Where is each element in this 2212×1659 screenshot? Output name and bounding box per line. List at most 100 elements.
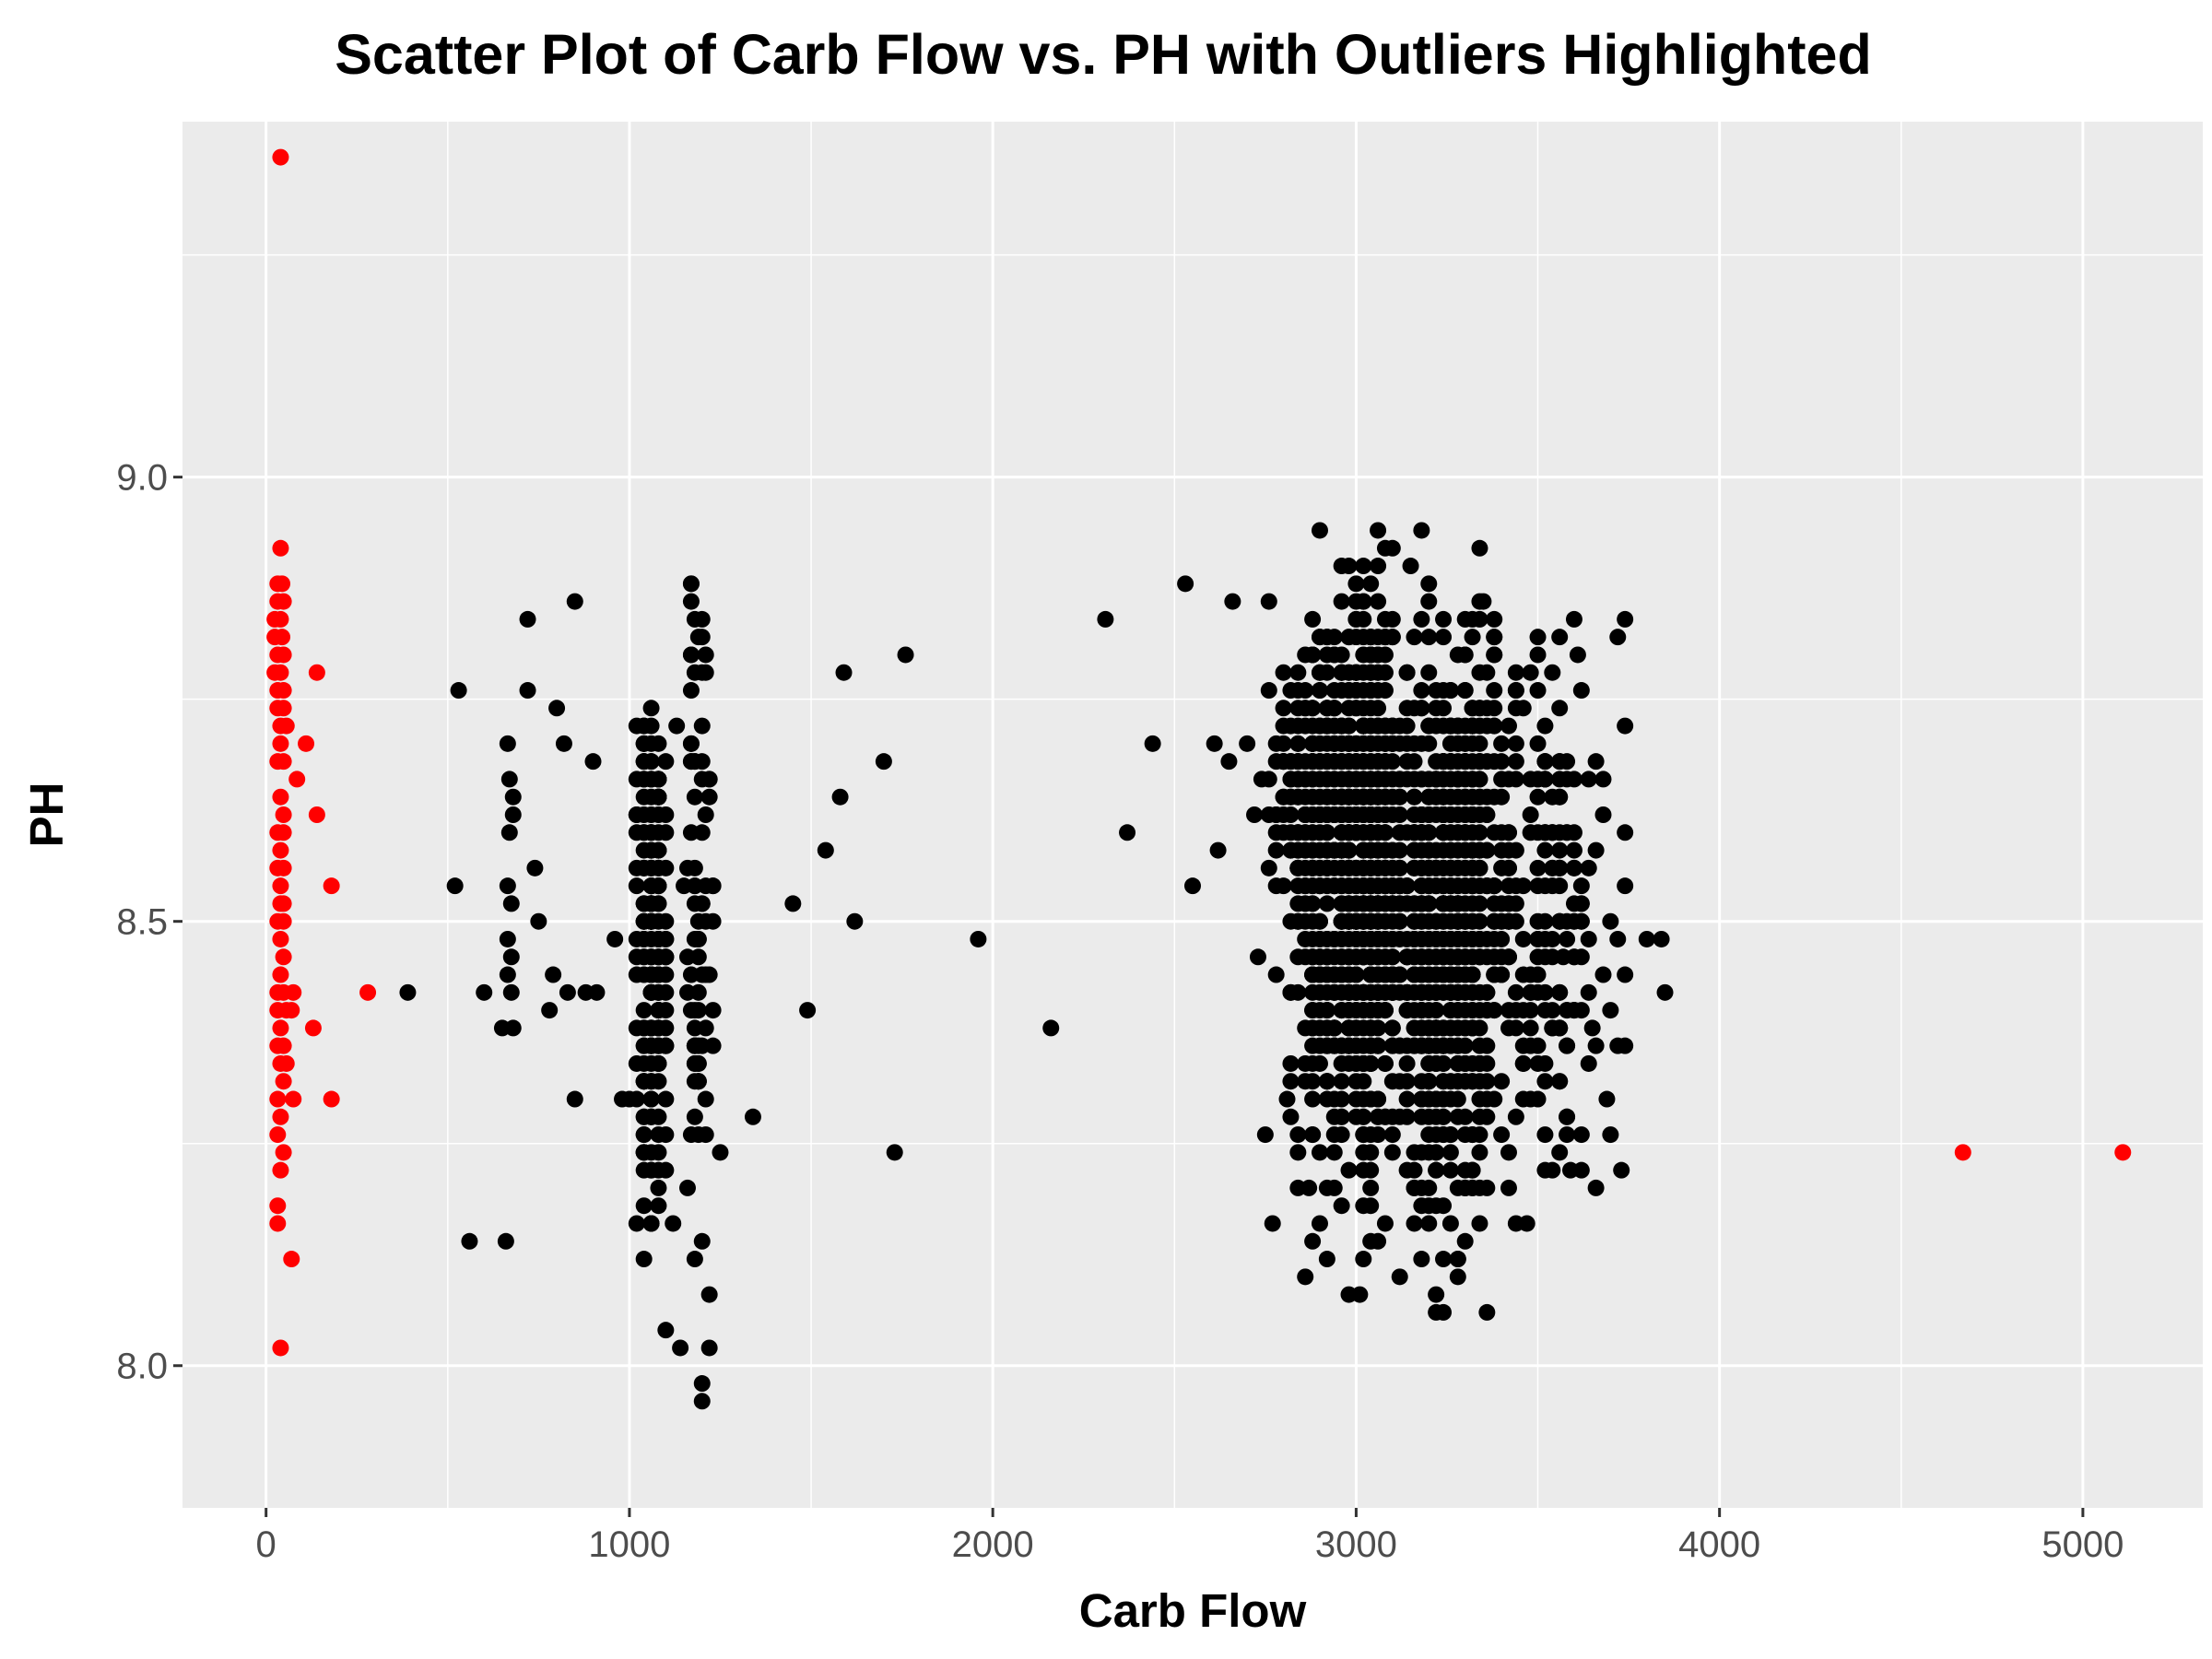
data-point bbox=[1420, 859, 1438, 877]
data-point bbox=[1493, 1126, 1511, 1144]
data-point bbox=[1435, 1251, 1453, 1268]
data-point bbox=[1441, 1215, 1459, 1232]
data-point bbox=[1493, 1073, 1511, 1090]
data-point bbox=[693, 610, 711, 628]
data-point bbox=[697, 664, 714, 681]
data-point bbox=[1456, 1179, 1474, 1196]
data-point bbox=[275, 912, 292, 930]
data-point bbox=[1420, 877, 1438, 895]
data-point bbox=[1376, 753, 1394, 771]
data-point bbox=[1536, 753, 1554, 771]
data-point bbox=[1362, 1090, 1380, 1108]
data-point bbox=[686, 1019, 703, 1037]
data-point bbox=[704, 912, 722, 930]
data-point bbox=[650, 735, 667, 752]
data-point bbox=[1653, 930, 1670, 947]
x-axis: 0 1000 2000 3000 4000 5000 bbox=[256, 1508, 2124, 1565]
data-point bbox=[1565, 841, 1583, 859]
data-point bbox=[1580, 771, 1597, 788]
y-tick-label: 8.0 bbox=[116, 1347, 168, 1387]
data-point bbox=[700, 1339, 718, 1357]
data-point bbox=[606, 930, 624, 947]
data-point bbox=[1420, 593, 1438, 610]
data-point bbox=[1518, 1215, 1535, 1232]
data-point bbox=[272, 1108, 289, 1125]
data-point bbox=[461, 1232, 478, 1250]
data-point bbox=[1471, 912, 1488, 930]
data-point bbox=[635, 859, 653, 877]
data-point bbox=[1471, 539, 1488, 557]
data-point bbox=[1333, 912, 1350, 930]
data-point bbox=[1507, 664, 1524, 681]
data-point bbox=[1441, 841, 1459, 859]
data-point bbox=[1475, 593, 1492, 610]
data-point bbox=[1282, 912, 1300, 930]
data-point bbox=[1617, 966, 1634, 983]
data-point bbox=[1376, 788, 1394, 806]
data-point bbox=[1406, 1161, 1423, 1179]
data-point bbox=[1362, 1144, 1380, 1161]
data-point bbox=[1318, 1073, 1335, 1090]
data-point bbox=[1478, 1303, 1496, 1321]
data-point bbox=[1362, 806, 1380, 823]
data-point bbox=[1500, 824, 1517, 841]
data-point bbox=[628, 877, 645, 895]
data-point bbox=[1507, 1002, 1524, 1019]
data-point bbox=[275, 682, 292, 700]
data-point bbox=[1464, 877, 1481, 895]
data-point bbox=[1420, 841, 1438, 859]
data-point bbox=[689, 1073, 707, 1090]
data-point bbox=[275, 948, 292, 966]
data-point bbox=[1471, 895, 1488, 912]
data-point bbox=[1551, 983, 1569, 1001]
data-point bbox=[1362, 1054, 1380, 1072]
data-point bbox=[1500, 859, 1517, 877]
data-point bbox=[697, 646, 714, 664]
data-point bbox=[1536, 948, 1554, 966]
data-point bbox=[1435, 771, 1453, 788]
data-point bbox=[1435, 930, 1453, 947]
data-point bbox=[499, 877, 516, 895]
data-point bbox=[1097, 610, 1114, 628]
data-point bbox=[1297, 841, 1314, 859]
data-point bbox=[272, 930, 289, 947]
data-point bbox=[686, 1037, 703, 1054]
data-point bbox=[1340, 1161, 1358, 1179]
data-point bbox=[1507, 700, 1524, 717]
data-point bbox=[1559, 1037, 1576, 1054]
data-point bbox=[897, 646, 914, 664]
data-point bbox=[1544, 664, 1561, 681]
y-tick-label: 8.5 bbox=[116, 902, 168, 943]
data-point bbox=[1383, 1144, 1401, 1161]
data-point bbox=[1544, 1002, 1561, 1019]
data-point bbox=[2114, 1144, 2132, 1161]
data-point bbox=[1544, 1019, 1561, 1037]
data-point bbox=[1449, 1268, 1466, 1286]
data-point bbox=[1413, 806, 1430, 823]
data-point bbox=[272, 664, 289, 681]
data-point bbox=[1507, 983, 1524, 1001]
data-point bbox=[499, 735, 516, 752]
data-point bbox=[1370, 700, 1387, 717]
data-point bbox=[1304, 1232, 1322, 1250]
data-point bbox=[1471, 1144, 1488, 1161]
data-point bbox=[642, 895, 660, 912]
data-point bbox=[275, 824, 292, 841]
data-point bbox=[1420, 983, 1438, 1001]
data-point bbox=[1355, 558, 1372, 575]
data-point bbox=[277, 1054, 295, 1072]
data-point bbox=[799, 1002, 817, 1019]
data-point bbox=[272, 1161, 289, 1179]
data-point bbox=[1565, 824, 1583, 841]
data-point bbox=[635, 1251, 653, 1268]
data-point bbox=[1551, 1144, 1569, 1161]
data-point bbox=[1602, 912, 1619, 930]
data-point bbox=[1572, 682, 1590, 700]
data-point bbox=[1333, 841, 1350, 859]
data-point bbox=[650, 1179, 667, 1196]
data-point bbox=[1551, 824, 1569, 841]
data-point bbox=[1304, 610, 1322, 628]
data-point bbox=[1282, 841, 1300, 859]
data-point bbox=[1420, 948, 1438, 966]
data-point bbox=[298, 735, 315, 752]
